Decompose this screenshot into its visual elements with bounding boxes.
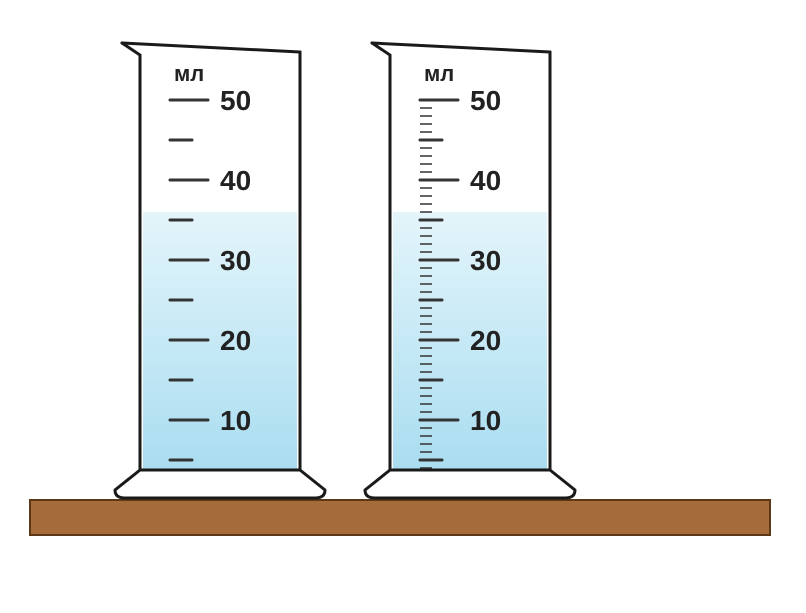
cylinder-left: мл 10 20 30 40 50: [115, 43, 325, 498]
tick-label-30: 30: [470, 245, 501, 276]
tick-label-40: 40: [470, 165, 501, 196]
cylinder-right: мл 10 20 30 40 50: [365, 43, 575, 498]
tick-label-30: 30: [220, 245, 251, 276]
diagram-root: мл 10 20 30 40 50 мл 10 20 30 40 50: [0, 0, 806, 613]
tick-label-20: 20: [470, 325, 501, 356]
tick-label-20: 20: [220, 325, 251, 356]
cylinder-base-right: [365, 470, 575, 498]
cylinder-base-left: [115, 470, 325, 498]
tick-label-50: 50: [470, 85, 501, 116]
table-surface: [30, 500, 770, 535]
unit-label-right: мл: [424, 61, 454, 86]
unit-label-left: мл: [174, 61, 204, 86]
tick-label-50: 50: [220, 85, 251, 116]
tick-label-40: 40: [220, 165, 251, 196]
tick-label-10: 10: [470, 405, 501, 436]
tick-label-10: 10: [220, 405, 251, 436]
